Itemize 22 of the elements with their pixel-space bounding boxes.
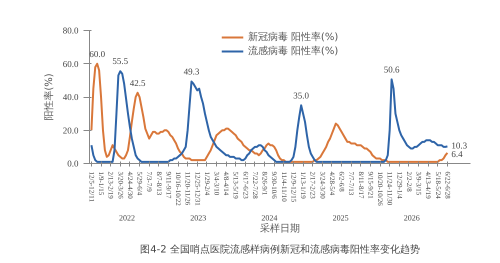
data-label: 55.5 xyxy=(112,56,129,66)
data-label: 35.0 xyxy=(293,90,310,100)
data-label: 42.5 xyxy=(130,78,146,88)
data-label: 49.3 xyxy=(184,66,200,77)
text: 2026 xyxy=(404,214,420,222)
y-tick-label: 0.0 xyxy=(67,158,79,168)
y-tick-label: 40.0 xyxy=(62,92,79,102)
data-label: 10.3 xyxy=(451,140,468,150)
y-axis-title: 阳性率(%) xyxy=(42,73,55,121)
y-tick-label: 60.0 xyxy=(62,58,79,69)
text: 2023 xyxy=(190,214,206,222)
text: 图4-2 全国哨点医院流感样病例新冠和流感病毒阳性率变化趋势 xyxy=(140,244,420,256)
legend-label: 新冠病毒 阳性率(%) xyxy=(248,30,338,44)
legend-label: 流感病毒 阳性率(%) xyxy=(248,44,338,58)
data-label: 50.6 xyxy=(384,64,400,74)
y-tick-label: 80.0 xyxy=(62,26,79,36)
text: 2025 xyxy=(332,214,349,222)
data-label: 6.4 xyxy=(451,148,464,159)
y-tick-label: 20.0 xyxy=(62,125,79,136)
text: 2024 xyxy=(261,214,278,222)
text: 2022 xyxy=(119,214,136,222)
x-axis-title: 采样日期 xyxy=(260,222,300,234)
